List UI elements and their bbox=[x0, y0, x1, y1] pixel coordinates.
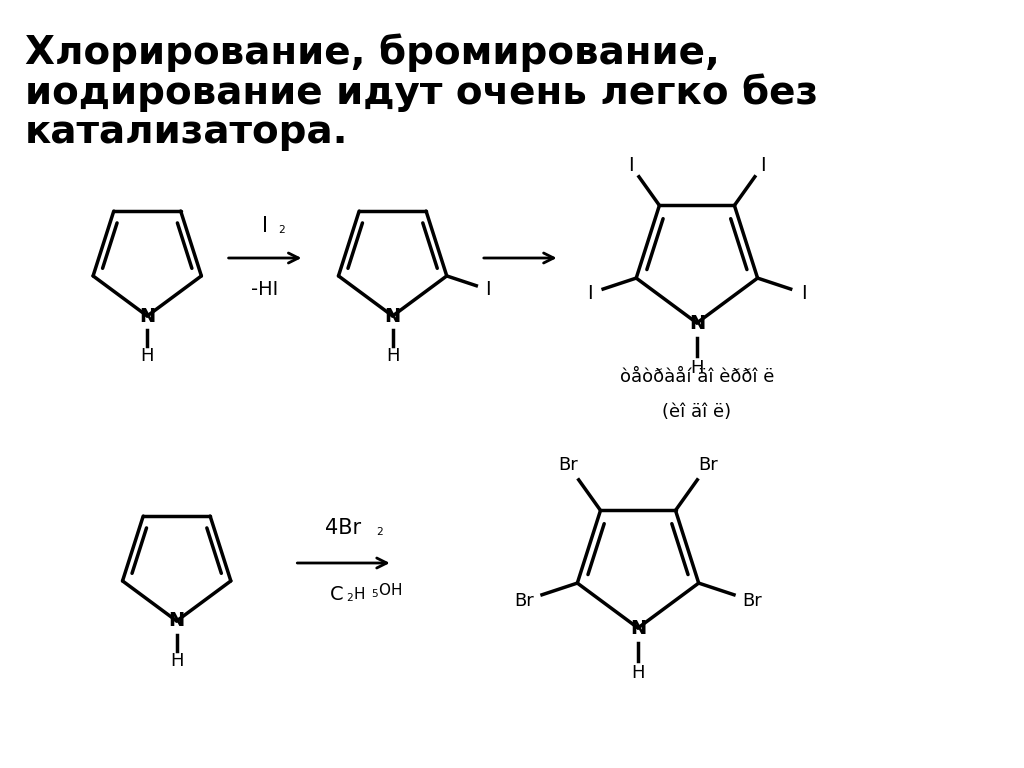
Text: N: N bbox=[384, 306, 400, 326]
Text: $_2$: $_2$ bbox=[376, 523, 384, 538]
Text: $_2$: $_2$ bbox=[278, 221, 286, 236]
Text: Br: Br bbox=[514, 591, 535, 610]
Text: $_5$OH: $_5$OH bbox=[371, 581, 402, 600]
Text: I: I bbox=[485, 280, 490, 299]
Text: C: C bbox=[330, 585, 343, 604]
Text: I: I bbox=[587, 284, 593, 303]
Text: N: N bbox=[689, 313, 705, 333]
Text: (èî äî ë): (èî äî ë) bbox=[663, 403, 731, 421]
Text: H: H bbox=[140, 347, 154, 365]
Text: N: N bbox=[169, 611, 184, 631]
Text: Br: Br bbox=[558, 455, 578, 474]
Text: I: I bbox=[760, 156, 766, 175]
Text: иодирование идут очень легко без: иодирование идут очень легко без bbox=[25, 73, 817, 111]
Text: Br: Br bbox=[698, 455, 718, 474]
Text: -HI: -HI bbox=[251, 280, 279, 299]
Text: N: N bbox=[139, 306, 156, 326]
Text: N: N bbox=[630, 618, 646, 637]
Text: H: H bbox=[690, 359, 703, 377]
Text: I: I bbox=[801, 284, 807, 303]
Text: H: H bbox=[386, 347, 399, 365]
Text: I: I bbox=[628, 156, 634, 175]
Text: катализатора.: катализатора. bbox=[25, 113, 348, 151]
Text: $_2$H: $_2$H bbox=[346, 585, 366, 604]
Text: H: H bbox=[631, 664, 645, 682]
Text: I: I bbox=[262, 216, 268, 236]
Text: òåòðàåí äî èððî ë: òåòðàåí äî èððî ë bbox=[620, 368, 774, 386]
Text: Br: Br bbox=[741, 591, 762, 610]
Text: 4Br: 4Br bbox=[326, 518, 361, 538]
Text: H: H bbox=[170, 652, 183, 670]
Text: Хлорирование, бромирование,: Хлорирование, бромирование, bbox=[25, 33, 720, 71]
